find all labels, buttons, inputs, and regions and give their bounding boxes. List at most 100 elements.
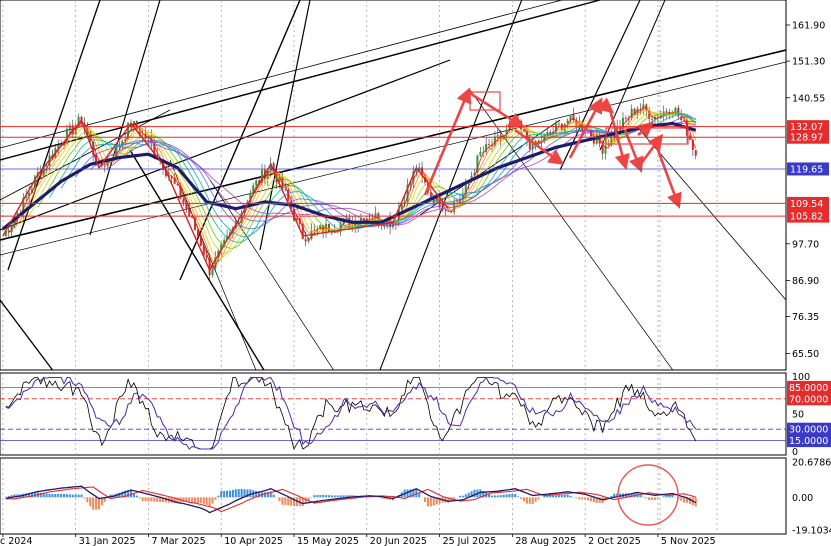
candle-body	[642, 104, 645, 110]
highlight-box	[605, 127, 689, 145]
trend-line	[0, 0, 601, 161]
oscillator-2-histogram-bar	[263, 492, 266, 498]
candle-body	[432, 196, 435, 204]
oscillator-2-histogram-bar	[234, 489, 237, 498]
candle-body	[194, 217, 197, 230]
candle-body	[86, 129, 89, 136]
candle-body	[604, 145, 607, 154]
oscillator-2-histogram-bar	[121, 491, 124, 498]
candle-body	[7, 230, 10, 233]
candle-body	[223, 239, 226, 245]
candle-body	[129, 122, 133, 128]
oscillator-2-histogram-bar	[223, 490, 226, 498]
oscillator-2-histogram-bar	[48, 494, 51, 498]
oscillator-2-histogram-bar	[595, 497, 598, 503]
oscillator-2-histogram-bar	[89, 497, 92, 507]
candle-body	[522, 129, 526, 131]
oscillator-2-histogram-bar	[508, 494, 511, 498]
oscillator-2-histogram-bar	[258, 491, 261, 498]
oscillator-2-histogram-bar	[432, 497, 435, 506]
candle-body	[208, 257, 211, 276]
oscillator-2-histogram-bar	[205, 497, 208, 505]
oscillator-2-histogram-bar	[307, 497, 310, 501]
candle-body	[176, 183, 179, 185]
candle-body	[683, 120, 686, 121]
candle-body	[258, 180, 261, 184]
oscillator-2-histogram-bar	[176, 497, 179, 504]
oscillator-2-histogram-bar	[557, 495, 560, 498]
candle-body	[266, 170, 269, 179]
candle-body	[630, 108, 633, 119]
highlight-circle	[617, 464, 679, 526]
oscillator-2-histogram-bar	[60, 493, 63, 498]
candle-body	[566, 120, 569, 125]
oscillator-2-histogram-bar	[51, 493, 54, 498]
oscillator-2-histogram-bar	[415, 489, 418, 498]
candle-body	[543, 134, 546, 143]
oscillator-1-tick-label: 0	[792, 447, 798, 458]
oscillator-2-frame	[0, 457, 787, 535]
oscillator-2-histogram-bar	[135, 495, 138, 498]
oscillator-2-histogram-bar	[42, 493, 45, 498]
oscillator-1-level-label: 70.0000	[789, 394, 828, 405]
oscillator-2-histogram-bar	[182, 497, 185, 503]
oscillator-2-histogram-bar	[517, 496, 520, 498]
oscillator-2-histogram-bar	[202, 497, 205, 504]
trend-line	[7, 0, 101, 271]
oscillator-2-histogram-bar	[272, 494, 275, 498]
candle-body	[138, 129, 141, 136]
price-pane	[0, 0, 787, 371]
candle-body	[284, 189, 287, 191]
oscillator-2-main-line	[5, 485, 697, 514]
candle-body	[557, 123, 560, 125]
oscillator-2-histogram-bar	[479, 489, 482, 498]
oscillator-2-histogram-bar	[598, 497, 601, 504]
candle-body	[103, 165, 106, 167]
candle-body	[106, 158, 109, 166]
oscillator-2-histogram-bar	[255, 490, 258, 498]
oscillator-2-histogram-bar	[694, 497, 697, 507]
candle-body	[304, 239, 307, 242]
oscillator-2-histogram-bar	[83, 497, 86, 499]
candle-body	[493, 136, 496, 146]
candle-body	[179, 184, 182, 199]
oscillator-2-histogram-bar	[671, 495, 674, 498]
oscillator-2-histogram-bar	[645, 497, 648, 499]
oscillator-2-histogram-bar	[330, 495, 333, 498]
candle-body	[45, 165, 48, 167]
candle-body	[220, 244, 223, 251]
candle-body	[578, 122, 581, 129]
oscillator-2-histogram-bar	[534, 497, 537, 502]
price-level-badge	[787, 120, 829, 134]
oscillator-2-histogram-bar	[665, 495, 668, 498]
candle-body	[482, 151, 485, 153]
oscillator-2-histogram-bar	[490, 495, 493, 498]
oscillator-2-histogram-bar	[528, 497, 531, 504]
candle-body	[173, 177, 176, 184]
candle-body	[473, 172, 476, 176]
oscillator-2-histogram-bar	[639, 494, 642, 498]
candle-body	[648, 110, 651, 119]
oscillator-2-histogram-bar	[688, 497, 691, 504]
oscillator-2-histogram-bar	[525, 497, 528, 504]
oscillator-2-histogram-bar	[211, 497, 214, 504]
oscillator-2-histogram-bar	[159, 497, 162, 502]
oscillator-2-histogram-bar	[680, 497, 683, 501]
oscillator-2-histogram-bar	[351, 495, 354, 498]
oscillator-2-histogram-bar	[520, 497, 523, 499]
oscillator-2-histogram-bar	[569, 495, 572, 498]
oscillator-2-histogram-bar	[220, 490, 223, 498]
trend-line	[599, 0, 666, 151]
slow-ma-line	[1, 121, 697, 231]
candle-body	[57, 144, 60, 149]
candle-body	[33, 176, 36, 189]
oscillator-1-pane	[0, 372, 787, 456]
oscillator-1-level-label: 15.0000	[789, 436, 828, 447]
oscillator-2-histogram-bar	[653, 497, 657, 500]
oscillator-2-histogram-bar	[153, 497, 156, 502]
oscillator-1-line	[5, 376, 697, 451]
projection-arrow	[467, 90, 525, 128]
oscillator-2-histogram-bar	[552, 495, 555, 498]
highlight-box	[469, 91, 501, 111]
oscillator-2-histogram-bar	[278, 497, 281, 502]
